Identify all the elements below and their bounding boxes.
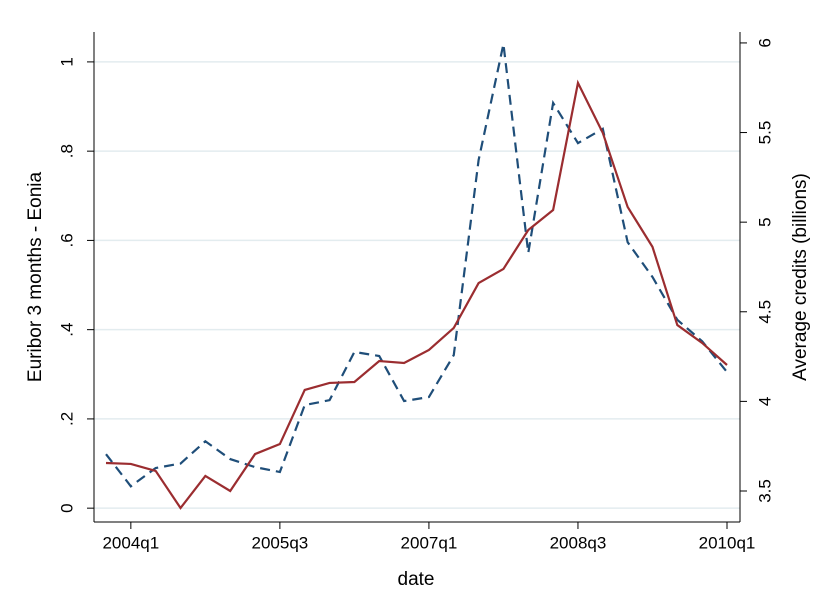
y-tick-label: .2 bbox=[57, 412, 76, 426]
x-tick-label: 2005q3 bbox=[252, 533, 309, 552]
y-tick-label: .6 bbox=[57, 233, 76, 247]
y-tick-label: 1 bbox=[57, 57, 76, 66]
y-tick-label: .8 bbox=[57, 144, 76, 158]
y2-tick-label: 3.5 bbox=[755, 479, 774, 503]
x-tick-label: 2004q1 bbox=[102, 533, 159, 552]
y2-tick-label: 4.5 bbox=[755, 300, 774, 324]
y2-tick-label: 4 bbox=[755, 397, 774, 406]
x-tick-label: 2007q1 bbox=[401, 533, 458, 552]
x-axis-title: date bbox=[398, 569, 435, 590]
x-tick-label: 2008q3 bbox=[550, 533, 607, 552]
y-tick-label: .4 bbox=[57, 323, 76, 337]
y2-tick-label: 6 bbox=[755, 38, 774, 47]
y-axis-title: Euribor 3 months - Eonia bbox=[25, 171, 46, 382]
series-line bbox=[105, 79, 728, 510]
y2-axis-title: Average credits (billions) bbox=[790, 173, 811, 381]
y2-tick-label: 5 bbox=[755, 217, 774, 226]
y2-tick-label: 5.5 bbox=[755, 121, 774, 145]
y-tick-label: 0 bbox=[57, 503, 76, 512]
series-line bbox=[105, 43, 728, 488]
x-tick-label: 2010q1 bbox=[699, 533, 756, 552]
